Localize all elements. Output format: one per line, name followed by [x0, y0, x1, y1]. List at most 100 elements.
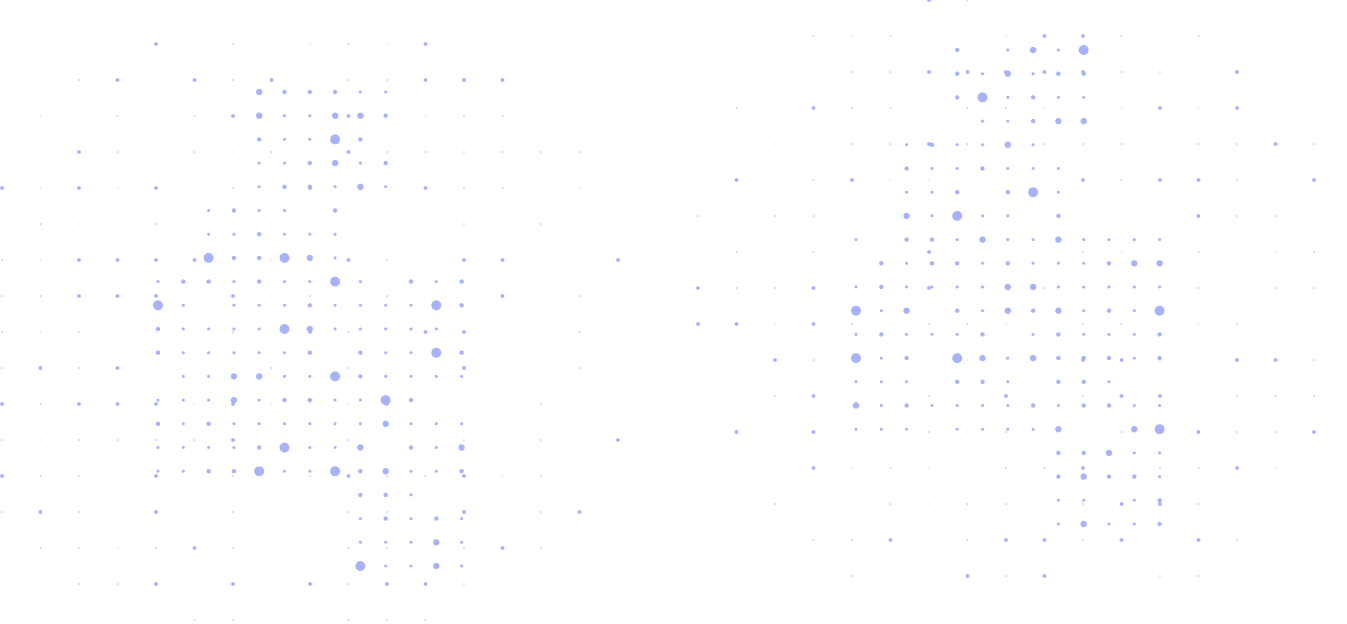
sparse-dot — [115, 366, 120, 370]
sparse-dot — [463, 583, 465, 585]
sparse-dot — [1313, 143, 1315, 145]
sparse-dot — [232, 331, 234, 333]
dense-dot — [206, 421, 211, 426]
sparse-dot — [851, 143, 853, 145]
sparse-dot — [774, 323, 776, 325]
sparse-dot — [927, 250, 931, 254]
sparse-dot — [39, 475, 42, 477]
dense-dot — [854, 285, 858, 289]
dense-dot — [358, 492, 363, 498]
dense-dot — [1154, 305, 1165, 316]
dense-dot — [257, 209, 261, 212]
sparse-dot — [424, 619, 427, 621]
dense-dot — [1082, 285, 1086, 289]
dense-dot — [358, 327, 362, 331]
sparse-dot — [890, 575, 891, 577]
dense-dot — [1056, 332, 1061, 337]
sparse-dot — [1313, 395, 1315, 397]
dense-dot — [955, 379, 960, 384]
sparse-dot — [115, 294, 120, 298]
sparse-dot — [928, 467, 930, 469]
dense-dot — [1056, 498, 1060, 502]
sparse-dot — [193, 151, 196, 153]
dense-dot — [955, 238, 959, 242]
dense-dot — [981, 214, 984, 218]
dense-dot — [955, 404, 959, 407]
sparse-dot — [1044, 215, 1045, 217]
sparse-dot — [154, 582, 158, 586]
dense-dot — [955, 47, 960, 53]
dense-dot — [879, 309, 883, 313]
dense-dot — [930, 332, 934, 336]
dense-dot — [1154, 424, 1165, 435]
sparse-dot — [115, 402, 120, 406]
dense-dot — [355, 561, 366, 571]
sparse-dot — [696, 322, 700, 326]
sparse-dot — [928, 503, 930, 505]
dense-dot — [181, 327, 185, 331]
sparse-dot — [425, 367, 426, 369]
dense-dot — [333, 327, 337, 331]
dense-dot — [308, 422, 312, 426]
sparse-dot — [578, 151, 581, 153]
dense-dot — [1106, 474, 1112, 479]
dense-dot — [257, 398, 261, 402]
dense-dot — [384, 374, 388, 378]
dense-dot — [409, 327, 413, 331]
dense-dot — [383, 516, 388, 521]
dense-dot — [307, 303, 312, 308]
sparse-dot — [965, 574, 970, 578]
dense-dot — [955, 95, 960, 100]
sparse-dot — [232, 43, 234, 45]
dense-dot — [1028, 187, 1039, 198]
dense-dot — [1107, 332, 1111, 336]
dense-dot — [409, 517, 413, 521]
sparse-dot — [78, 331, 80, 333]
sparse-dot — [231, 582, 235, 586]
dense-dot — [1106, 403, 1112, 408]
dense-dot — [1030, 403, 1036, 408]
sparse-dot — [851, 467, 853, 469]
dense-dot — [1055, 307, 1062, 314]
sparse-dot — [927, 70, 931, 74]
sparse-dot — [78, 223, 80, 225]
sparse-dot — [78, 583, 80, 585]
dense-dot — [1006, 95, 1010, 99]
sparse-dot — [423, 330, 428, 334]
sparse-dot — [735, 251, 738, 253]
dense-dot — [408, 279, 414, 284]
sparse-dot — [154, 42, 158, 46]
dense-dot — [1081, 71, 1086, 76]
dense-dot — [1081, 403, 1086, 408]
dense-dot — [434, 374, 438, 378]
sparse-dot — [1120, 431, 1123, 433]
sparse-dot — [463, 547, 465, 549]
dense-dot — [460, 517, 464, 521]
dense-dot — [155, 326, 161, 332]
sparse-dot — [194, 295, 195, 297]
sparse-dot — [1158, 394, 1162, 398]
sparse-dot — [851, 575, 853, 577]
dense-dot — [331, 159, 339, 167]
sparse-dot — [193, 619, 196, 621]
dense-dot — [308, 469, 312, 473]
sparse-dot — [155, 547, 157, 549]
sparse-dot — [812, 539, 815, 541]
dense-dot — [283, 469, 286, 473]
sparse-dot — [927, 286, 931, 290]
dense-dot — [206, 279, 211, 284]
sparse-dot — [1121, 251, 1122, 253]
dense-dot — [1031, 261, 1035, 265]
sparse-dot — [155, 223, 157, 225]
sparse-dot — [271, 259, 272, 261]
sparse-dot — [1, 295, 3, 297]
dense-dot — [1006, 380, 1010, 384]
sparse-dot — [270, 367, 273, 369]
dense-dot — [1029, 283, 1037, 291]
dense-dot — [308, 374, 312, 378]
dense-dot — [459, 303, 464, 308]
dense-dot — [1031, 143, 1035, 147]
sparse-dot — [232, 475, 234, 477]
dense-dot — [929, 142, 935, 147]
dense-dot — [207, 398, 211, 402]
